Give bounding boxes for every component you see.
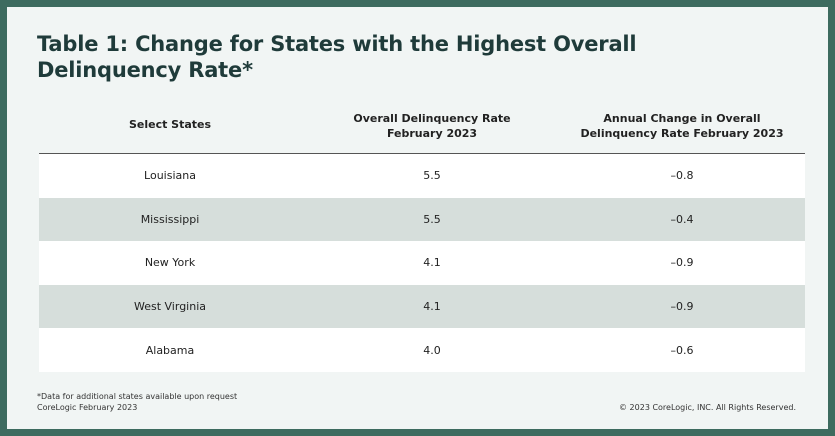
rate-cell: 4.0	[423, 343, 441, 357]
column-header-state-label: Select States	[128, 118, 212, 131]
table-row: Alabama 4.0 –0.6	[39, 328, 805, 372]
column-header-change-line2: Delinquency Rate February 2023	[580, 127, 784, 140]
table-row: New York 4.1 –0.9	[39, 241, 805, 285]
column-header-change: Annual Change in Overall Delinquency Rat…	[562, 111, 802, 141]
change-cell: –0.6	[670, 343, 694, 357]
state-cell: Alabama	[145, 343, 195, 357]
table-row: West Virginia 4.1 –0.9	[39, 284, 805, 329]
change-cell: –0.8	[670, 169, 694, 183]
footnote: *Data for additional states available up…	[37, 391, 237, 413]
column-header-change-line1: Annual Change in Overall	[603, 112, 761, 125]
table-title: Table 1: Change for States with the High…	[37, 32, 637, 82]
column-header-state: Select States	[77, 117, 263, 132]
rate-cell: 5.5	[423, 212, 441, 226]
column-header-rate-line1: Overall Delinquency Rate	[353, 112, 511, 125]
column-header-rate-line2: February 2023	[386, 127, 478, 140]
table-row: Louisiana 5.5 –0.8	[39, 154, 805, 198]
footnote-line1: *Data for additional states available up…	[37, 392, 238, 401]
header-divider	[39, 153, 805, 154]
footnote-line2: CoreLogic February 2023	[37, 403, 138, 412]
column-header-rate: Overall Delinquency Rate February 2023	[307, 111, 557, 141]
data-table: Louisiana 5.5 –0.8 Mississippi 5.5 –0.4 …	[39, 154, 805, 372]
state-cell: Louisiana	[144, 169, 196, 183]
change-cell: –0.9	[670, 300, 694, 314]
state-cell: New York	[144, 256, 196, 270]
change-cell: –0.4	[670, 212, 694, 226]
state-cell: West Virginia	[133, 300, 206, 314]
rate-cell: 4.1	[423, 256, 441, 270]
change-cell: –0.9	[670, 256, 694, 270]
rate-cell: 5.5	[423, 169, 441, 183]
table-row: Mississippi 5.5 –0.4	[39, 197, 805, 242]
copyright-notice: © 2023 CoreLogic, INC. All Rights Reserv…	[619, 403, 796, 412]
rate-cell: 4.1	[423, 300, 441, 314]
state-cell: Mississippi	[140, 212, 200, 226]
